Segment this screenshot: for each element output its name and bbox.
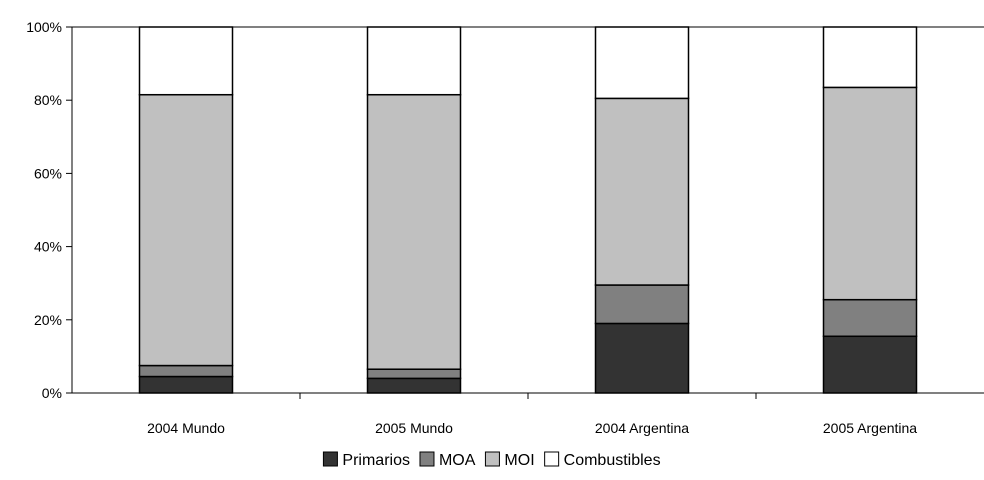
y-tick-label: 80% <box>34 92 62 108</box>
y-ticks: 0% 20% 40% 60% 80% 100% <box>26 19 984 401</box>
legend-item-primarios: Primarios <box>322 451 410 469</box>
bars-layer <box>138 26 918 394</box>
bar-segment-primarios <box>822 335 918 394</box>
legend-item-combustibles: Combustibles <box>544 451 661 469</box>
legend-swatch <box>419 451 435 467</box>
y-tick-label: 100% <box>26 19 62 35</box>
y-tick-label: 60% <box>34 165 62 181</box>
x-category-label: 2005 Mundo <box>375 420 453 436</box>
legend-label: MOA <box>439 452 476 469</box>
bar-segment-combustibles <box>594 26 690 100</box>
legend-item-moi: MOI <box>484 451 535 469</box>
x-category-label: 2005 Argentina <box>823 420 917 436</box>
x-category-label: 2004 Argentina <box>595 420 689 436</box>
bar-segment-primarios <box>366 377 462 394</box>
bar-segment-moa <box>822 298 918 338</box>
legend-label: Primarios <box>342 452 410 469</box>
bar-segment-primarios <box>138 375 234 394</box>
bar-segment-moi <box>594 97 690 286</box>
x-category-labels: 2004 Mundo 2005 Mundo 2004 Argentina 2005 A… <box>147 393 917 436</box>
bar-segment-moi <box>822 86 918 301</box>
legend: Primarios MOA MOI Combustibles <box>322 451 661 469</box>
bar-segment-primarios <box>594 322 690 394</box>
bar-segment-combustibles <box>366 26 462 96</box>
legend-swatch <box>484 451 500 467</box>
legend-swatch <box>322 451 338 467</box>
bar-segment-combustibles <box>138 26 234 96</box>
bar-segment-moa <box>138 364 234 378</box>
legend-item-moa: MOA <box>419 451 476 469</box>
y-tick-label: 0% <box>42 385 62 401</box>
legend-swatch <box>544 451 560 467</box>
y-tick-label: 40% <box>34 239 62 255</box>
x-category-label: 2004 Mundo <box>147 420 225 436</box>
bar-segment-combustibles <box>822 26 918 89</box>
bar-segment-moi <box>138 93 234 367</box>
legend-label: MOI <box>504 452 534 469</box>
bar-segment-moi <box>366 93 462 370</box>
y-tick-label: 20% <box>34 312 62 328</box>
bar-segment-moa <box>594 284 690 325</box>
bar-segment-moa <box>366 368 462 380</box>
legend-label: Combustibles <box>564 452 661 469</box>
